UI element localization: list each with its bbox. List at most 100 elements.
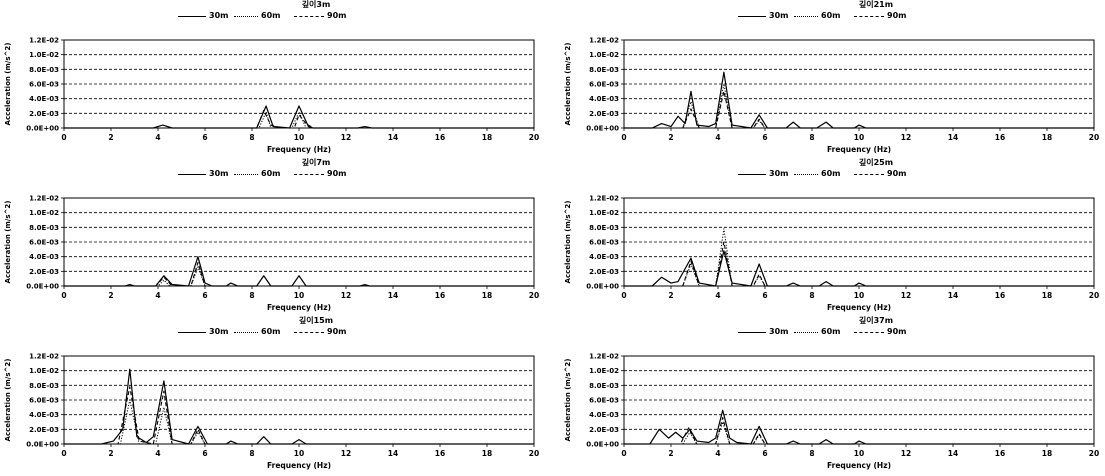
series-line-90m (64, 261, 534, 287)
legend-swatch-dotted (234, 332, 258, 333)
legend-swatch-dashed (294, 332, 324, 333)
y-tick-label: 4.0E-03 (589, 95, 619, 103)
y-tick-label: 1.0E-02 (29, 367, 59, 375)
y-tick-label: 4.0E-03 (589, 253, 619, 261)
x-tick-label: 18 (482, 133, 492, 142)
x-tick-label: 10 (294, 291, 304, 300)
series-line-30m (64, 105, 534, 129)
legend-label: 90m (887, 169, 907, 178)
legend-swatch-dashed (854, 174, 884, 175)
x-tick-label: 0 (621, 291, 626, 300)
legend-label: 30m (209, 169, 229, 178)
legend-label: 30m (769, 327, 789, 336)
x-tick-label: 18 (1042, 133, 1052, 142)
legend-label: 60m (821, 11, 841, 20)
x-tick-label: 10 (854, 449, 864, 458)
x-tick-label: 20 (1089, 133, 1099, 142)
y-tick-label: 1.2E-02 (589, 195, 619, 203)
legend-label: 90m (327, 327, 347, 336)
legend-swatch-solid (178, 16, 206, 17)
y-tick-label: 2.0E-03 (589, 426, 619, 434)
chart-svg: 0.0E+00 2.0E-03 4.0E-03 6.0E-03 8.0E-03 1.0E-… (4, 353, 539, 471)
x-tick-label: 8 (249, 449, 254, 458)
chart-title: 깊이7m (301, 158, 331, 167)
x-tick-label: 2 (108, 133, 113, 142)
y-tick-label: 8.0E-03 (589, 382, 619, 390)
x-tick-label: 12 (341, 449, 351, 458)
y-tick-label: 0.0E+00 (26, 283, 59, 291)
x-tick-label: 12 (901, 133, 911, 142)
x-tick-label: 18 (1042, 449, 1052, 458)
y-axis-label: Acceleration (m/s^2) (564, 359, 572, 442)
x-tick-label: 16 (435, 133, 445, 142)
x-tick-label: 10 (854, 133, 864, 142)
chart-legend: 30m 60m 90m (0, 11, 552, 21)
legend-swatch-solid (738, 174, 766, 175)
x-tick-label: 2 (108, 449, 113, 458)
chart-title: 깊이21m (858, 0, 894, 9)
y-tick-label: 0.0E+00 (26, 125, 59, 133)
y-tick-label: 8.0E-03 (589, 66, 619, 74)
legend-label: 90m (327, 11, 347, 20)
legend-label: 90m (887, 327, 907, 336)
x-tick-label: 16 (995, 133, 1005, 142)
legend-label: 60m (261, 11, 281, 20)
chart-title: 깊이25m (858, 158, 894, 167)
y-tick-label: 1.2E-02 (29, 37, 59, 45)
series-line-30m (624, 71, 1094, 129)
series-line-30m (624, 409, 1094, 445)
chart-svg: 0.0E+00 2.0E-03 4.0E-03 6.0E-03 8.0E-03 1.0E-… (4, 37, 539, 155)
y-tick-label: 2.0E-03 (589, 268, 619, 276)
y-tick-label: 1.2E-02 (29, 195, 59, 203)
legend-label: 90m (887, 11, 907, 20)
x-axis-label: Frequency (Hz) (827, 145, 891, 154)
x-tick-label: 0 (61, 291, 66, 300)
legend-swatch-dotted (234, 16, 258, 17)
x-tick-label: 2 (668, 291, 673, 300)
y-tick-label: 6.0E-03 (29, 397, 59, 405)
chart-legend: 30m 60m 90m (560, 327, 1105, 337)
legend-label: 60m (261, 169, 281, 178)
chart-legend: 30m 60m 90m (560, 11, 1105, 21)
x-tick-label: 6 (762, 291, 767, 300)
y-tick-label: 4.0E-03 (29, 253, 59, 261)
x-tick-label: 18 (482, 291, 492, 300)
x-tick-label: 16 (995, 449, 1005, 458)
x-tick-label: 14 (388, 291, 398, 300)
chart-legend: 30m 60m 90m (0, 327, 552, 337)
y-axis-label: Acceleration (m/s^2) (564, 43, 572, 126)
x-tick-label: 12 (341, 133, 351, 142)
chart-panel: 깊이37m 30m 60m 90m 0.0E+00 2.0E-03 4.0E-03 6.0E-… (560, 316, 1105, 474)
legend-label: 30m (769, 169, 789, 178)
x-tick-label: 2 (108, 291, 113, 300)
y-tick-label: 8.0E-03 (29, 224, 59, 232)
x-tick-label: 4 (155, 133, 160, 142)
x-tick-label: 12 (901, 449, 911, 458)
chart-svg: 0.0E+00 2.0E-03 4.0E-03 6.0E-03 8.0E-03 1.0E-… (564, 37, 1099, 155)
y-tick-label: 1.0E-02 (589, 367, 619, 375)
y-tick-label: 4.0E-03 (29, 95, 59, 103)
series-line-60m (64, 111, 534, 129)
x-axis-label: Frequency (Hz) (267, 145, 331, 154)
x-tick-label: 12 (341, 291, 351, 300)
chart-panel: 깊이21m 30m 60m 90m 0.0E+00 2.0E-03 4.0E-03 6.0E-… (560, 0, 1105, 158)
x-tick-label: 20 (529, 291, 539, 300)
y-tick-label: 6.0E-03 (589, 239, 619, 247)
chart-panel: 깊이15m 30m 60m 90m 0.0E+00 2.0E-03 4.0E-03 6.0E-… (0, 316, 552, 474)
series-line-90m (624, 90, 1094, 129)
y-axis-label: Acceleration (m/s^2) (564, 201, 572, 284)
chart-title: 깊이3m (301, 0, 331, 9)
x-tick-label: 12 (901, 291, 911, 300)
x-tick-label: 14 (948, 291, 958, 300)
series-line-90m (624, 417, 1094, 445)
x-tick-label: 10 (294, 449, 304, 458)
series-line-60m (624, 228, 1094, 287)
x-tick-label: 8 (809, 133, 814, 142)
chart-panel: 깊이7m 30m 60m 90m 0.0E+00 2.0E-03 4.0E-03 6.0E-0… (0, 158, 552, 316)
x-tick-label: 4 (715, 449, 720, 458)
y-tick-label: 1.0E-02 (589, 209, 619, 217)
legend-label: 60m (821, 169, 841, 178)
y-axis-label: Acceleration (m/s^2) (4, 359, 12, 442)
x-tick-label: 0 (621, 449, 626, 458)
series-line-60m (624, 83, 1094, 129)
